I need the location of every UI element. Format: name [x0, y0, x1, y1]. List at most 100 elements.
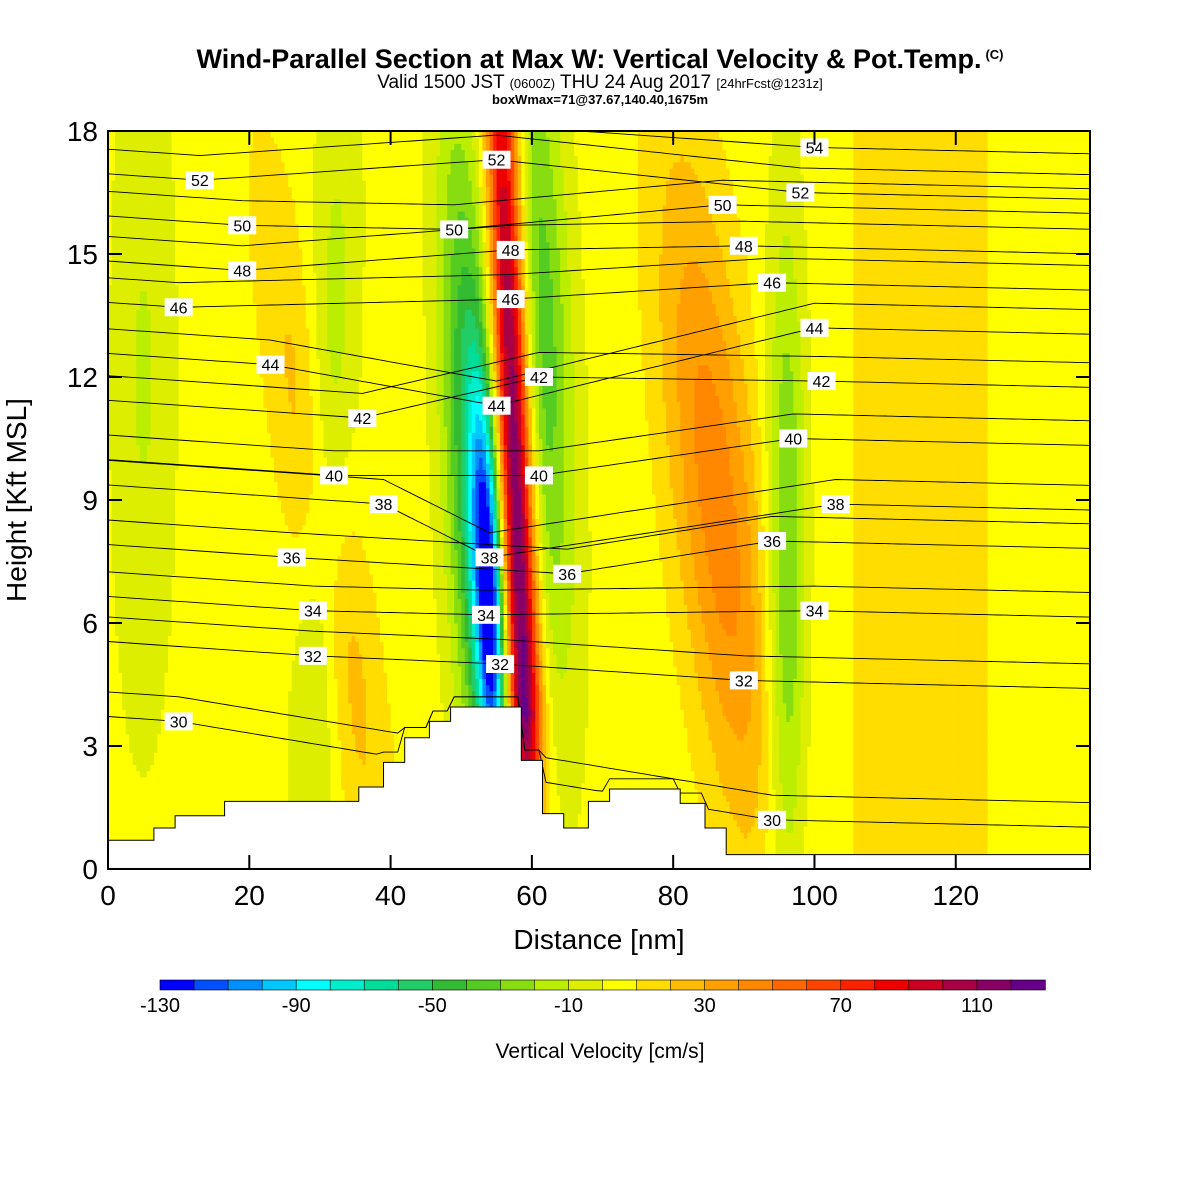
- w-cell: [178, 272, 183, 280]
- w-cell: [157, 420, 162, 427]
- w-cell: [185, 327, 190, 335]
- w-cell: [168, 684, 173, 692]
- w-cell: [150, 254, 155, 261]
- w-cell: [235, 401, 240, 409]
- w-cell: [160, 561, 166, 569]
- w-cell: [245, 733, 250, 741]
- w-cell: [164, 573, 169, 581]
- w-cell: [139, 739, 144, 747]
- w-cell: [182, 635, 187, 643]
- w-cell: [153, 795, 159, 802]
- w-cell: [192, 377, 197, 384]
- w-cell: [125, 346, 130, 353]
- w-cell: [125, 180, 130, 187]
- w-cell: [157, 352, 162, 360]
- w-cell: [235, 456, 240, 464]
- w-cell: [164, 420, 169, 427]
- w-cell: [122, 555, 127, 563]
- w-cell: [115, 315, 120, 323]
- w-cell: [196, 370, 201, 378]
- w-cell: [143, 807, 148, 815]
- w-cell: [238, 420, 243, 427]
- w-cell: [115, 702, 120, 710]
- w-cell: [182, 377, 187, 384]
- w-cell: [210, 487, 215, 495]
- w-cell: [228, 647, 233, 655]
- w-cell: [199, 260, 204, 267]
- w-cell: [164, 598, 169, 606]
- w-cell: [132, 223, 137, 230]
- w-cell: [224, 684, 229, 692]
- w-cell: [206, 623, 212, 630]
- w-cell: [238, 672, 243, 679]
- w-cell: [185, 696, 190, 704]
- w-cell: [213, 413, 219, 421]
- w-cell: [171, 813, 176, 821]
- w-cell: [182, 450, 187, 458]
- w-cell: [182, 561, 187, 569]
- w-cell: [224, 758, 229, 766]
- w-cell: [178, 629, 183, 636]
- w-cell: [196, 690, 201, 698]
- w-cell: [129, 241, 134, 249]
- w-cell: [150, 481, 155, 489]
- w-cell: [143, 764, 148, 772]
- w-cell: [108, 653, 113, 661]
- w-cell: [146, 696, 151, 704]
- w-cell: [189, 702, 194, 710]
- w-cell: [108, 364, 113, 372]
- w-cell: [160, 383, 166, 390]
- w-cell: [108, 598, 113, 606]
- w-cell: [203, 340, 208, 347]
- w-cell: [199, 315, 204, 323]
- w-cell: [132, 297, 137, 304]
- w-cell: [199, 500, 204, 507]
- w-cell: [182, 340, 187, 347]
- w-cell: [217, 715, 222, 722]
- w-cell: [125, 266, 130, 274]
- w-cell: [235, 610, 240, 618]
- w-cell: [129, 727, 134, 735]
- w-cell: [146, 401, 151, 409]
- w-cell: [221, 413, 226, 421]
- w-cell: [199, 346, 204, 353]
- w-cell: [164, 143, 169, 151]
- w-cell: [252, 573, 257, 581]
- w-cell: [122, 346, 127, 353]
- w-cell: [175, 456, 180, 464]
- w-cell: [122, 377, 127, 384]
- w-cell: [178, 764, 183, 772]
- w-cell: [210, 247, 215, 255]
- w-cell: [150, 260, 155, 267]
- w-cell: [136, 789, 141, 796]
- w-cell: [164, 413, 169, 421]
- w-cell: [213, 758, 219, 766]
- w-cell: [132, 623, 137, 630]
- w-cell: [168, 727, 173, 735]
- w-cell: [203, 493, 208, 501]
- w-cell: [178, 801, 183, 809]
- w-cell: [125, 358, 130, 366]
- w-cell: [217, 635, 222, 643]
- w-cell: [118, 789, 123, 796]
- w-cell: [129, 143, 134, 151]
- w-cell: [160, 795, 166, 802]
- w-cell: [199, 210, 204, 218]
- w-cell: [153, 598, 159, 606]
- w-cell: [175, 420, 180, 427]
- w-cell: [196, 413, 201, 421]
- w-cell: [178, 229, 183, 237]
- w-cell: [143, 604, 148, 612]
- w-cell: [245, 721, 250, 729]
- w-cell: [115, 733, 120, 741]
- w-cell: [125, 789, 130, 796]
- w-cell: [175, 469, 180, 476]
- w-cell: [132, 321, 137, 329]
- w-cell: [238, 518, 243, 526]
- w-cell: [115, 610, 120, 618]
- w-cell: [249, 407, 254, 415]
- w-cell: [122, 629, 127, 636]
- w-cell: [231, 131, 236, 138]
- w-cell: [115, 647, 120, 655]
- w-cell: [157, 813, 162, 821]
